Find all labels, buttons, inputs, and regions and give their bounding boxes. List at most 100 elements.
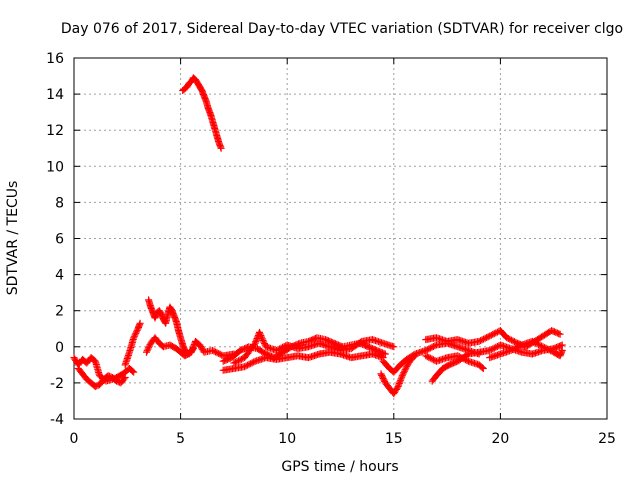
data-point bbox=[504, 335, 512, 342]
data-point bbox=[235, 357, 242, 365]
y-tick-label: 6 bbox=[55, 232, 64, 248]
data-point bbox=[515, 343, 523, 350]
data-point bbox=[544, 345, 552, 353]
data-point bbox=[274, 346, 282, 354]
data-point bbox=[258, 335, 266, 343]
data-point bbox=[423, 353, 431, 361]
x-tick-label: 10 bbox=[278, 431, 296, 447]
data-point bbox=[381, 350, 389, 358]
data-point bbox=[378, 371, 386, 379]
data-point bbox=[426, 354, 434, 362]
data-point bbox=[130, 334, 138, 342]
data-point bbox=[131, 331, 139, 339]
data-point bbox=[144, 345, 152, 353]
y-tick-label: 4 bbox=[55, 268, 64, 284]
x-axis-label: GPS time / hours bbox=[281, 459, 398, 475]
data-points bbox=[70, 74, 566, 398]
y-tick-label: 8 bbox=[55, 195, 64, 211]
data-point bbox=[261, 340, 268, 348]
data-point bbox=[230, 359, 238, 367]
data-point bbox=[248, 359, 256, 367]
data-point bbox=[231, 358, 239, 366]
data-point bbox=[120, 375, 128, 383]
data-point bbox=[556, 330, 564, 338]
data-point bbox=[425, 345, 433, 353]
chart-title: Day 076 of 2017, Sidereal Day-to-day VTE… bbox=[61, 21, 623, 37]
data-point bbox=[133, 328, 140, 336]
data-point bbox=[276, 345, 284, 353]
data-point bbox=[538, 342, 545, 350]
data-point bbox=[507, 336, 515, 344]
data-point bbox=[489, 345, 497, 353]
x-tick-label: 0 bbox=[70, 431, 79, 447]
data-point bbox=[121, 374, 129, 381]
data-point bbox=[486, 346, 494, 354]
y-axis-label: SDTVAR / TECUs bbox=[5, 181, 21, 296]
y-tick-label: 14 bbox=[46, 87, 64, 103]
data-point bbox=[492, 343, 500, 351]
data-point bbox=[260, 338, 268, 346]
data-point bbox=[507, 346, 515, 354]
data-point bbox=[422, 352, 430, 360]
data-point bbox=[492, 329, 500, 337]
y-tick-label: -2 bbox=[50, 376, 64, 392]
data-point bbox=[143, 348, 150, 356]
data-point bbox=[256, 328, 263, 336]
data-point bbox=[398, 372, 406, 380]
y-tick-label: 2 bbox=[55, 304, 64, 320]
data-point bbox=[510, 338, 518, 346]
data-point bbox=[509, 346, 517, 354]
data-point bbox=[547, 347, 555, 355]
data-point bbox=[490, 330, 498, 338]
y-tick-label: 0 bbox=[55, 340, 64, 356]
data-point bbox=[236, 356, 244, 364]
data-point bbox=[390, 343, 398, 351]
data-point bbox=[257, 332, 265, 340]
y-tick-label: -4 bbox=[50, 412, 64, 428]
data-point bbox=[545, 346, 553, 354]
data-point bbox=[280, 343, 288, 350]
data-point bbox=[377, 370, 385, 378]
data-point bbox=[481, 334, 489, 342]
data-point bbox=[431, 342, 439, 350]
data-point bbox=[401, 366, 409, 374]
y-tick-label: 16 bbox=[46, 51, 64, 67]
data-point bbox=[429, 356, 437, 364]
x-tick-label: 5 bbox=[176, 431, 185, 447]
data-point bbox=[145, 344, 153, 352]
data-point bbox=[233, 358, 241, 365]
data-point bbox=[130, 332, 138, 340]
data-point bbox=[483, 334, 491, 341]
data-point bbox=[122, 358, 130, 366]
data-point bbox=[277, 344, 285, 352]
data-point bbox=[244, 361, 252, 369]
data-point bbox=[145, 342, 153, 350]
data-point bbox=[533, 340, 541, 348]
data-point bbox=[535, 341, 542, 348]
data-point bbox=[478, 336, 486, 344]
data-point bbox=[516, 342, 524, 350]
data-point bbox=[503, 334, 511, 342]
data-point bbox=[247, 360, 255, 368]
grid bbox=[74, 58, 607, 419]
data-point bbox=[379, 374, 387, 382]
data-point bbox=[393, 384, 401, 392]
data-point bbox=[250, 341, 258, 349]
data-point bbox=[400, 369, 408, 377]
data-point bbox=[425, 353, 433, 361]
data-point bbox=[401, 367, 408, 375]
data-point bbox=[132, 329, 140, 337]
data-point bbox=[475, 337, 483, 345]
data-point bbox=[242, 362, 250, 370]
data-point bbox=[213, 349, 221, 357]
data-point bbox=[241, 363, 249, 371]
data-point bbox=[531, 339, 539, 347]
data-point bbox=[380, 376, 388, 384]
axis-ticks: 0 5 10 15 20 25 -4 -2 0 2 4 6 8 10 12 14 16 bbox=[46, 51, 616, 447]
data-point bbox=[539, 343, 547, 351]
data-point bbox=[428, 343, 436, 351]
data-point bbox=[402, 364, 410, 372]
data-point bbox=[245, 360, 253, 368]
x-tick-label: 15 bbox=[385, 431, 403, 447]
data-point bbox=[509, 337, 517, 345]
